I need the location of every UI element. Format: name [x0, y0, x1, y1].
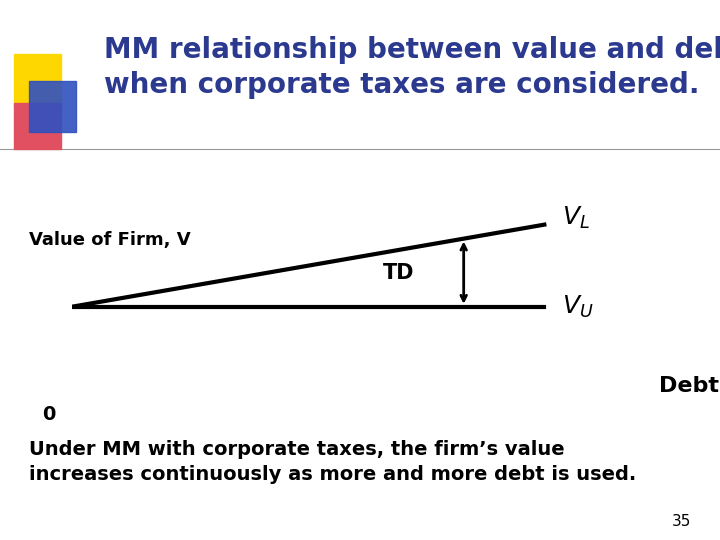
Text: Value of Firm, V: Value of Firm, V: [29, 231, 190, 249]
Text: TD: TD: [383, 262, 415, 282]
Text: Under MM with corporate taxes, the firm’s value
increases continuously as more a: Under MM with corporate taxes, the firm’…: [29, 440, 636, 484]
Text: 0: 0: [42, 405, 55, 424]
Bar: [14, 103, 61, 148]
Text: MM relationship between value and debt
when corporate taxes are considered.: MM relationship between value and debt w…: [104, 36, 720, 99]
Bar: [14, 54, 61, 108]
Text: Debt: Debt: [659, 376, 719, 396]
Text: 35: 35: [672, 514, 691, 529]
Bar: [29, 81, 76, 132]
Text: $V_L$: $V_L$: [562, 205, 590, 231]
Text: $V_U$: $V_U$: [562, 294, 593, 320]
